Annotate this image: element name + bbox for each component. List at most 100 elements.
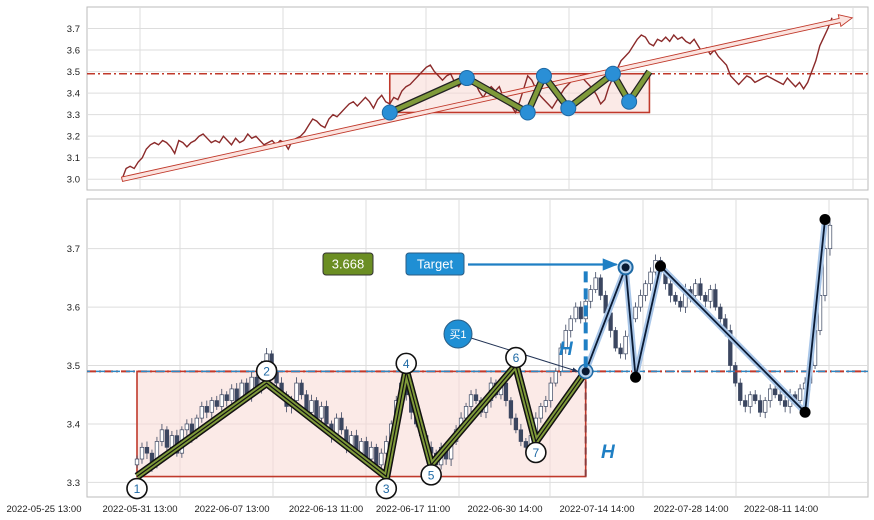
top-pivot-points	[381, 65, 638, 121]
top-pivot-4	[560, 100, 577, 117]
candle-2	[144, 441, 150, 460]
candle-133	[797, 384, 803, 406]
pivot-label-6: 6	[505, 346, 527, 369]
pivot-label-4: 4	[395, 352, 418, 375]
top-pivot-2	[519, 104, 536, 121]
candle-129	[777, 391, 783, 406]
target-label-text: Target	[417, 257, 454, 272]
candle-41	[339, 412, 344, 435]
top-y-tick-label: 3.4	[67, 89, 80, 100]
bottom-y-tick-label: 3.5	[67, 361, 80, 372]
svg-text:7: 7	[533, 446, 540, 460]
candle-125	[758, 394, 763, 417]
target-value-text: 3.668	[332, 257, 365, 272]
candle-6	[164, 426, 170, 454]
candle-89	[578, 301, 583, 324]
candle-18	[224, 391, 229, 407]
candle-91	[588, 284, 593, 309]
candle-127	[768, 384, 773, 408]
candle-109	[678, 296, 683, 312]
candle-100	[633, 302, 638, 323]
candle-103	[648, 267, 653, 291]
top-y-tick-label: 3.6	[67, 46, 80, 57]
candle-117	[718, 303, 723, 324]
target-point-core	[621, 263, 630, 272]
candle-10	[184, 419, 190, 436]
top-y-tick-label: 3.3	[67, 110, 80, 121]
candle-108	[673, 291, 678, 305]
bottom-zigzag-core	[136, 364, 587, 478]
top-y-tick-label: 3.7	[67, 24, 80, 35]
candle-123	[748, 391, 753, 414]
candle-49	[379, 448, 384, 470]
candle-33	[299, 379, 304, 400]
pivot-label-1: 1	[126, 477, 148, 500]
top-y-axis-ticks: 3.0 3.1 3.2 3.3 3.4 3.5 3.6 3.7	[67, 24, 80, 186]
top-pivot-0	[381, 104, 398, 121]
candle-88	[573, 302, 578, 323]
candle-97	[618, 343, 623, 359]
candle-37	[319, 401, 324, 423]
candle-96	[613, 326, 618, 352]
top-pivot-5	[604, 65, 621, 82]
candle-15	[209, 397, 214, 420]
bottom-y-tick-label: 3.4	[67, 419, 80, 430]
candle-115	[708, 284, 713, 309]
bottom-y-axis-ticks: 3.3 3.4 3.5 3.6 3.7	[67, 244, 80, 489]
x-tick-label-7: 2022-07-28 14:00	[653, 504, 728, 515]
top-y-tick-label: 3.0	[67, 175, 80, 186]
x-tick-label-4: 2022-06-17 11:00	[376, 504, 450, 515]
svg-text:6: 6	[513, 351, 520, 365]
candle-122	[743, 394, 748, 413]
candle-16	[214, 395, 219, 410]
candle-75	[508, 397, 514, 426]
candle-93	[598, 274, 603, 301]
breakout-point-5	[819, 213, 831, 225]
buy-badge: 买1	[443, 319, 473, 349]
candle-84	[553, 367, 558, 387]
candle-113	[698, 277, 703, 301]
pivot-label-7: 7	[525, 441, 547, 464]
svg-text:5: 5	[428, 468, 435, 482]
candle-85	[558, 343, 563, 377]
pivot-label-3: 3	[375, 477, 398, 500]
x-tick-label-6: 2022-07-14 14:00	[559, 504, 634, 515]
top-y-tick-label: 3.5	[67, 67, 80, 78]
candle-98	[623, 330, 628, 360]
bottom-y-tick-label: 3.3	[67, 478, 80, 489]
candle-107	[668, 277, 673, 303]
candle-32	[294, 377, 299, 405]
candle-83	[548, 377, 553, 408]
bottom-y-tick-label: 3.6	[67, 303, 80, 314]
candle-130	[782, 395, 788, 413]
svg-text:3: 3	[383, 482, 390, 496]
candle-68	[473, 388, 479, 405]
x-tick-label-3: 2022-06-13 11:00	[289, 504, 363, 515]
top-y-tick-label: 3.1	[67, 153, 80, 164]
height-label-lower: H	[601, 442, 616, 463]
breakout-point-2	[630, 371, 642, 383]
top-y-tick-label: 3.2	[67, 132, 80, 143]
svg-text:4: 4	[403, 357, 410, 371]
bottom-panel: 3.33.43.53.63.7 2022-05-25 13:00 2022-05-…	[6, 198, 869, 515]
svg-text:1: 1	[134, 482, 141, 496]
x-tick-label-0: 2022-05-25 13:00	[6, 504, 81, 515]
candle-81	[538, 402, 543, 423]
target-badge: Target	[405, 252, 465, 276]
candle-77	[518, 423, 524, 447]
candle-76	[513, 413, 519, 434]
x-tick-label-1: 2022-05-31 13:00	[102, 504, 177, 515]
candle-116	[713, 283, 718, 311]
candle-138	[822, 245, 828, 302]
candle-17	[219, 388, 224, 412]
buy-label-text: 买1	[449, 328, 466, 341]
candle-5	[159, 423, 165, 447]
candle-126	[763, 397, 768, 419]
breakout-points	[577, 213, 831, 418]
bottom-pivot-labels: 1 2 3 4 5 6 7	[126, 346, 547, 500]
candle-121	[738, 378, 743, 406]
bottom-x-axis-ticks: 2022-05-25 13:00 2022-05-31 13:00 2022-06-…	[6, 504, 818, 515]
candle-0	[134, 455, 140, 469]
candle-102	[643, 280, 648, 302]
